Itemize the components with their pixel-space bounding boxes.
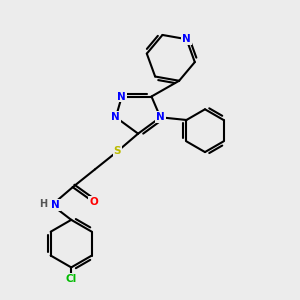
Text: N: N xyxy=(156,112,165,122)
Text: N: N xyxy=(182,34,191,44)
Text: N: N xyxy=(111,112,120,122)
Text: O: O xyxy=(89,197,98,207)
Text: Cl: Cl xyxy=(66,274,77,284)
Text: N: N xyxy=(117,92,126,101)
Text: S: S xyxy=(114,146,121,157)
Text: H: H xyxy=(39,199,47,209)
Text: N: N xyxy=(51,200,60,210)
